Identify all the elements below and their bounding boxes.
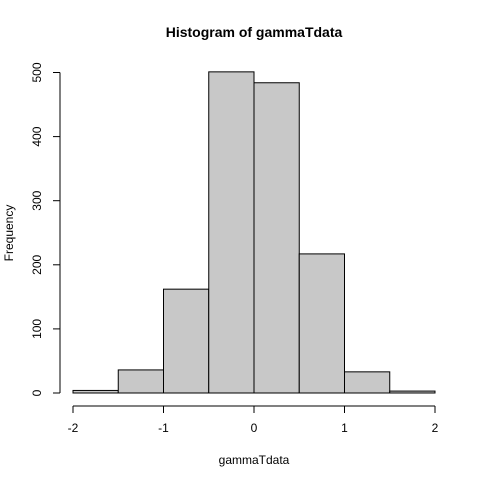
x-tick-label-2: 0 [251,421,258,435]
y-tick-label-5: 500 [30,62,44,82]
x-tick-label-3: 1 [341,421,348,435]
chart-title: Histogram of gammaTdata [166,24,343,40]
histogram-bar-2 [163,288,210,394]
y-tick-label-3: 300 [30,190,44,210]
histogram-bar-3 [208,71,255,394]
x-axis-label: gammaTdata [219,453,290,467]
y-axis: 0 100 200 300 400 500 [30,62,61,396]
x-tick-label-0: -2 [68,421,79,435]
y-tick-label-2: 200 [30,254,44,274]
bars-group [72,71,436,394]
y-tick-label-0: 0 [30,389,44,396]
y-axis-label: Frequency [2,205,16,262]
histogram-bar-0 [72,389,119,394]
histogram-bar-7 [389,390,436,394]
histogram-bar-5 [298,253,345,394]
y-tick-label-4: 400 [30,126,44,146]
y-tick-label-1: 100 [30,319,44,339]
histogram-bar-4 [253,82,300,394]
x-axis: -2 -1 0 1 2 [68,405,439,435]
x-tick-label-1: -1 [158,421,169,435]
histogram-bar-6 [344,371,391,394]
histogram-bar-1 [117,369,164,394]
x-tick-label-4: 2 [432,421,439,435]
